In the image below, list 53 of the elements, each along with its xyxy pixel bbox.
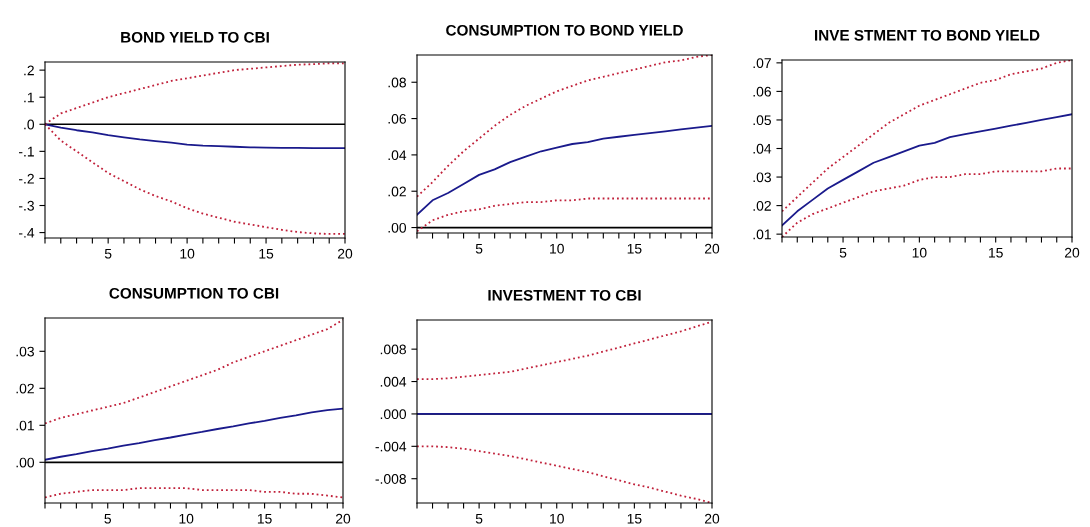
x-tick-label: 10 [550, 243, 564, 254]
x-tick-label: 5 [104, 248, 112, 259]
y-tick-label: .00 [16, 457, 35, 468]
y-tick-label: .03 [16, 346, 34, 357]
y-tick-label: .08 [388, 77, 406, 88]
x-tick-label: 10 [550, 513, 564, 524]
y-tick-label: -.4 [18, 228, 35, 238]
x-tick-label: 15 [989, 247, 1003, 258]
x-tick-label: 20 [704, 243, 720, 254]
y-tick-label: .02 [753, 200, 771, 211]
y-tick-label: .06 [753, 86, 771, 97]
x-tick-label: 20 [1064, 247, 1080, 258]
x-tick-label: 15 [259, 248, 274, 259]
chart-title: CONSUMPTION TO BOND YIELD [446, 24, 683, 36]
x-tick-label: 5 [839, 247, 847, 258]
x-tick-label: 20 [337, 248, 353, 259]
y-tick-label: .000 [380, 409, 407, 420]
x-tick-label: 5 [475, 513, 483, 524]
x-tick-label: 15 [627, 513, 642, 524]
x-tick-label: 15 [257, 513, 272, 524]
x-tick-label: 20 [704, 513, 720, 524]
y-tick-label: .06 [388, 113, 406, 124]
y-tick-label: .07 [753, 58, 771, 69]
y-tick-label: .004 [380, 376, 407, 387]
x-tick-label: 10 [912, 247, 927, 258]
x-tick-label: 5 [475, 243, 483, 254]
y-tick-label: .1 [24, 92, 34, 103]
chart-title: INVESTMENT TO CBI [488, 289, 641, 301]
x-tick-label: 15 [627, 243, 642, 254]
y-tick-label: -.2 [18, 173, 34, 184]
y-tick-label: -.3 [18, 200, 34, 211]
y-tick-label: .0 [24, 119, 35, 130]
y-tick-label: .03 [753, 172, 771, 183]
y-tick-label: .05 [753, 115, 771, 126]
y-tick-label: .01 [16, 420, 34, 431]
chart-title: INVE STMENT TO BOND YIELD [814, 29, 1040, 41]
chart-title: CONSUMPTION TO CBI [109, 287, 279, 299]
x-tick-label: 20 [335, 513, 351, 524]
x-tick-label: 10 [180, 248, 195, 259]
x-tick-label: 10 [179, 513, 194, 524]
chart-title: BOND YIELD TO CBI [121, 31, 269, 43]
y-tick-label: .008 [380, 344, 406, 355]
x-tick-label: 5 [104, 513, 112, 524]
y-tick-label: .02 [388, 186, 406, 197]
y-tick-label: -.008 [375, 474, 406, 484]
y-tick-label: .2 [24, 65, 34, 76]
y-tick-label: -.004 [375, 441, 407, 452]
y-tick-label: .04 [388, 150, 407, 161]
y-tick-label: .00 [388, 222, 407, 233]
y-tick-label: .01 [753, 229, 771, 240]
y-tick-label: .02 [16, 383, 34, 394]
y-tick-label: .04 [753, 143, 772, 154]
y-tick-label: -.1 [18, 146, 34, 157]
